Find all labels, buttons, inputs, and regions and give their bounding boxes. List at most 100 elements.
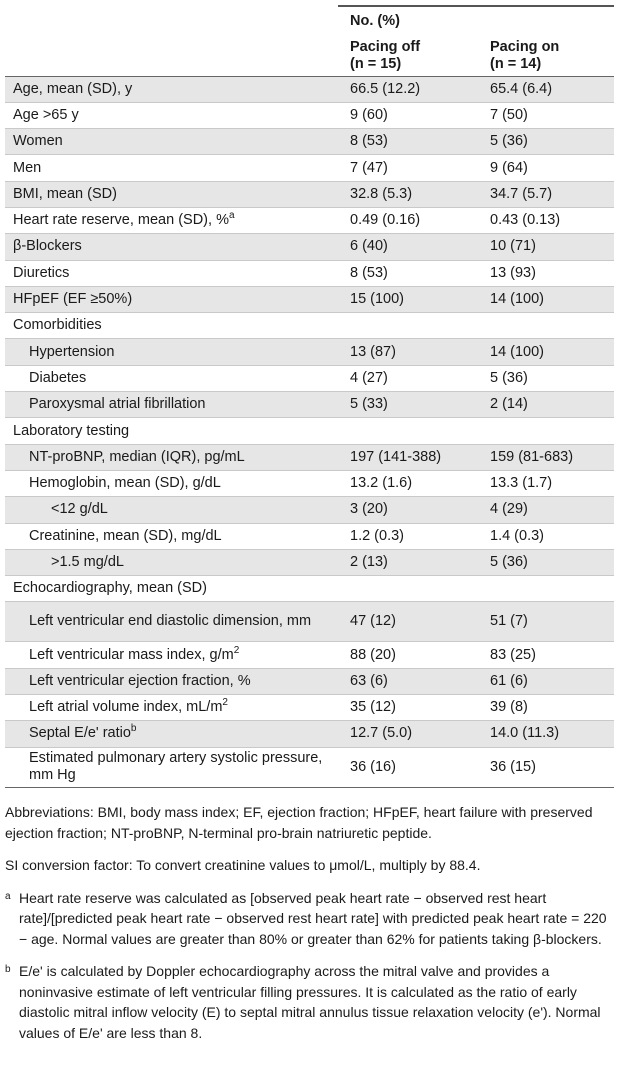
row-label: Men — [5, 155, 338, 181]
value-pacing-on: 51 (7) — [478, 601, 614, 642]
row-label-text: Septal E/e' ratio — [29, 725, 131, 742]
row-label: >1.5 mg/dL — [5, 549, 338, 576]
value-pacing-on: 65.4 (6.4) — [478, 76, 614, 103]
value-pacing-off — [338, 418, 478, 444]
row-label-text: HFpEF (EF ≥50%) — [13, 291, 133, 308]
characteristics-table: No. (%) Pacing off (n = 15) Pacing on (n… — [5, 5, 614, 788]
value-pacing-off: 12.7 (5.0) — [338, 720, 478, 748]
row-label-text: Diabetes — [29, 369, 87, 386]
value-pacing-on — [478, 418, 614, 444]
row-label: Left ventricular ejection fraction, % — [5, 668, 338, 695]
row-label: Hemoglobin, mean (SD), g/dL — [5, 470, 338, 496]
table-row: Men 7 (47) 9 (64) — [5, 154, 614, 181]
value-pacing-on: 4 (29) — [478, 496, 614, 524]
row-label-text: Laboratory testing — [13, 422, 130, 439]
row-label: Left atrial volume index, mL/m2 — [5, 695, 338, 721]
table-row: Left atrial volume index, mL/m2 35 (12) 39… — [5, 694, 614, 721]
value-pacing-off: 197 (141-388) — [338, 444, 478, 471]
value-pacing-off: 47 (12) — [338, 601, 478, 642]
value-pacing-off: 13 (87) — [338, 338, 478, 366]
value-pacing-on: 13 (93) — [490, 264, 536, 281]
row-label-text: >1.5 mg/dL — [51, 553, 124, 570]
row-label-text: Hypertension — [29, 343, 115, 360]
row-label-text: Left ventricular ejection fraction, % — [29, 672, 251, 689]
table-row: HFpEF (EF ≥50%) 15 (100) 14 (100) — [5, 286, 614, 313]
value-pacing-off: 32.8 (5.3) — [338, 181, 478, 208]
row-label: BMI, mean (SD) — [5, 181, 338, 208]
row-label-superscript: 2 — [222, 697, 228, 709]
footnote-b-marker: b — [5, 964, 11, 975]
value-pacing-on: 13.3 (1.7) — [490, 475, 553, 492]
value-pacing-off: 4 (27) — [350, 369, 388, 386]
row-label: Paroxysmal atrial fibrillation — [5, 391, 338, 418]
value-pacing-off: 8 (53) — [350, 264, 388, 281]
table-row: Echocardiography, mean (SD) — [5, 575, 614, 602]
row-label-text: Women — [13, 133, 63, 150]
row-label: Left ventricular end diastolic dimension… — [5, 601, 338, 642]
row-label-text: Age, mean (SD), y — [13, 80, 133, 97]
value-pacing-on: 10 (71) — [478, 233, 614, 261]
value-pacing-off: 1.2 (0.3) — [350, 527, 404, 544]
footnote-b-text: E/e' is calculated by Doppler echocardio… — [19, 963, 601, 1041]
value-pacing-on: 1.4 (0.3) — [490, 527, 544, 544]
value-pacing-off: 13.2 (1.6) — [350, 475, 413, 492]
value-pacing-off: 66.5 (12.2) — [338, 76, 478, 103]
value-pacing-off: 6 (40) — [338, 233, 478, 261]
row-label: Heart rate reserve, mean (SD), %a — [5, 207, 338, 233]
footnote-a-text: Heart rate reserve was calculated as [ob… — [19, 889, 607, 947]
row-label: Left ventricular mass index, g/m2 — [5, 642, 338, 668]
row-label-text: Paroxysmal atrial fibrillation — [29, 396, 206, 413]
row-label-text: Men — [13, 159, 42, 176]
table-row: Left ventricular end diastolic dimension… — [5, 601, 614, 642]
value-pacing-off: 88 (20) — [350, 646, 396, 663]
table-footnotes: Abbreviations: BMI, body mass index; EF,… — [5, 802, 613, 1043]
header-pacing-off: Pacing off (n = 15) — [338, 36, 478, 76]
value-pacing-on: 83 (25) — [490, 646, 536, 663]
table-row: NT-proBNP, median (IQR), pg/mL 197 (141-3… — [5, 444, 614, 471]
si-conversion-note: SI conversion factor: To convert creatin… — [5, 857, 481, 873]
table-row: Hypertension 13 (87) 14 (100) — [5, 338, 614, 366]
header-pacing-on-label: Pacing on — [490, 38, 560, 55]
row-label-superscript: b — [130, 723, 137, 735]
value-pacing-on: 39 (8) — [490, 699, 528, 716]
footnote-b: b E/e' is calculated by Doppler echocard… — [5, 961, 613, 1043]
row-label: β-Blockers — [5, 233, 338, 261]
table-row: >1.5 mg/dL 2 (13) 5 (36) — [5, 549, 614, 576]
table-row: Women 8 (53) 5 (36) — [5, 128, 614, 155]
header-row-group: No. (%) — [5, 5, 614, 36]
abbreviations-note: Abbreviations: BMI, body mass index; EF,… — [5, 804, 593, 841]
value-pacing-off: 3 (20) — [338, 496, 478, 524]
footnote-a-marker: a — [5, 890, 11, 902]
table-row: Paroxysmal atrial fibrillation 5 (33) 2 (1… — [5, 391, 614, 418]
value-pacing-off — [338, 576, 478, 602]
value-pacing-on: 159 (81-683) — [478, 444, 614, 471]
header-pacing-off-n: (n = 15) — [350, 55, 402, 72]
value-pacing-on: 14 (100) — [478, 338, 614, 366]
table-row: Left ventricular mass index, g/m2 88 (20)… — [5, 641, 614, 668]
table-row: Left ventricular ejection fraction, % 63 … — [5, 668, 614, 695]
row-label-superscript: 2 — [233, 644, 240, 656]
table-row: Laboratory testing — [5, 417, 614, 444]
table-row: Age, mean (SD), y 66.5 (12.2) 65.4 (6.4) — [5, 76, 614, 103]
row-label-text: NT-proBNP, median (IQR), pg/mL — [29, 448, 245, 465]
header-pacing-on: Pacing on (n = 14) — [478, 36, 614, 76]
header-blank — [5, 6, 338, 36]
value-pacing-off: 35 (12) — [350, 699, 396, 716]
header-pacing-off-label: Pacing off — [350, 38, 421, 55]
row-label-text: Echocardiography, mean (SD) — [13, 580, 207, 597]
row-label: Women — [5, 128, 338, 155]
row-label-text: Comorbidities — [13, 317, 102, 334]
row-label: <12 g/dL — [5, 496, 338, 524]
row-label-text: Diuretics — [13, 264, 70, 281]
row-label-text: BMI, mean (SD) — [13, 185, 117, 202]
row-label-text: Left ventricular mass index, g/m — [29, 646, 234, 663]
value-pacing-on: 0.43 (0.13) — [490, 212, 561, 229]
row-label: HFpEF (EF ≥50%) — [5, 286, 338, 313]
table-row: Diuretics 8 (53) 13 (93) — [5, 260, 614, 286]
value-pacing-off — [338, 313, 478, 339]
row-label-text: Age >65 y — [13, 106, 79, 123]
row-label: Hypertension — [5, 338, 338, 366]
value-pacing-off: 0.49 (0.16) — [350, 212, 421, 229]
table-row: <12 g/dL 3 (20) 4 (29) — [5, 496, 614, 524]
